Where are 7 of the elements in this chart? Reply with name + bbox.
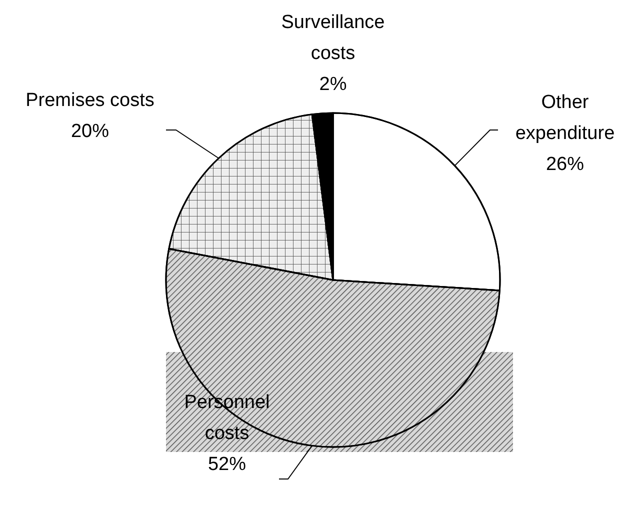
slice-label: Surveillance costs — [281, 12, 385, 64]
data-label: 20% — [70, 121, 110, 142]
data-label: 52% — [208, 454, 246, 475]
data-label: 26% — [546, 154, 584, 175]
slice-label: Premises costs — [26, 90, 154, 111]
data-label: 2% — [319, 74, 347, 95]
slice-label: Other expenditure — [515, 92, 615, 144]
